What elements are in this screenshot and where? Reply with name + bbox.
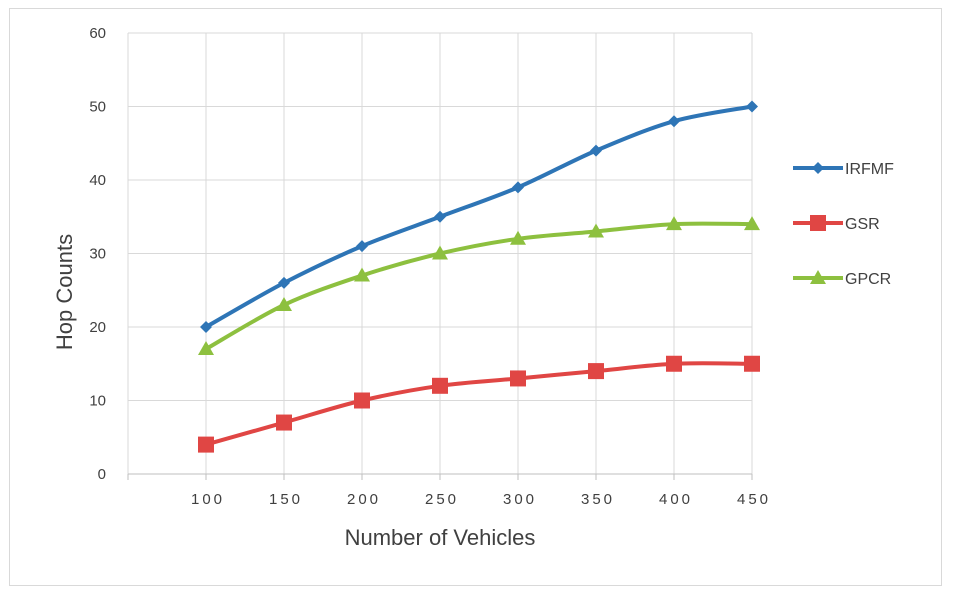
y-tick-label: 10 bbox=[89, 393, 106, 410]
legend-item-gpcr: GPCR bbox=[793, 270, 891, 288]
legend-label: IRFMF bbox=[845, 161, 894, 178]
x-tick-label: 200 bbox=[347, 491, 381, 508]
series-line-irfmf bbox=[205, 104, 753, 329]
y-axis-title: Hop Counts bbox=[52, 234, 77, 350]
legend-item-irfmf: IRFMF bbox=[793, 161, 894, 178]
data-point-irfmf bbox=[200, 321, 212, 333]
data-point-gsr bbox=[432, 377, 448, 394]
series-gpcr bbox=[198, 216, 760, 356]
series-line-gsr bbox=[205, 361, 753, 447]
data-point-gpcr bbox=[198, 341, 214, 356]
y-tick-label: 60 bbox=[89, 25, 106, 42]
axes bbox=[127, 473, 753, 480]
data-point-gpcr bbox=[666, 216, 682, 231]
x-tick-label: 150 bbox=[269, 491, 303, 508]
x-tick-label: 450 bbox=[737, 491, 771, 508]
legend-marker-gpcr bbox=[810, 270, 826, 284]
y-tick-label: 0 bbox=[98, 466, 106, 483]
y-axis-ticks: 0 10 20 30 40 50 60 bbox=[89, 25, 106, 483]
data-point-gpcr bbox=[510, 230, 526, 245]
data-point-gsr bbox=[510, 370, 526, 387]
y-tick-label: 50 bbox=[89, 99, 106, 116]
data-point-irfmf bbox=[746, 100, 758, 113]
y-tick-label: 20 bbox=[89, 319, 106, 336]
legend-marker-gsr bbox=[810, 215, 826, 231]
data-point-gpcr bbox=[432, 245, 448, 260]
data-point-gsr bbox=[666, 355, 682, 372]
x-axis-title: Number of Vehicles bbox=[345, 525, 536, 550]
data-point-gpcr bbox=[744, 216, 760, 231]
grid bbox=[127, 32, 753, 474]
data-point-gsr bbox=[198, 436, 214, 453]
data-point-irfmf bbox=[434, 210, 446, 223]
legend: IRFMF GSR GPCR bbox=[793, 161, 894, 288]
data-point-irfmf bbox=[278, 276, 290, 289]
x-tick-label: 350 bbox=[581, 491, 615, 508]
legend-label: GSR bbox=[845, 216, 880, 233]
x-tick-label: 100 bbox=[191, 491, 225, 508]
data-point-irfmf bbox=[590, 144, 602, 157]
y-tick-label: 40 bbox=[89, 172, 106, 189]
data-point-irfmf bbox=[356, 240, 368, 253]
legend-marker-irfmf bbox=[812, 162, 824, 174]
series-group bbox=[198, 100, 760, 453]
data-point-gpcr bbox=[354, 267, 370, 282]
x-tick-label: 250 bbox=[425, 491, 459, 508]
series-gsr bbox=[198, 355, 760, 453]
data-point-gsr bbox=[276, 414, 292, 431]
data-point-gpcr bbox=[588, 223, 604, 238]
y-tick-label: 30 bbox=[89, 246, 106, 263]
series-line-gpcr bbox=[205, 221, 753, 351]
x-axis-ticks: 100 150 200 250 300 350 400 450 bbox=[191, 491, 771, 508]
data-point-gsr bbox=[354, 392, 370, 409]
data-point-irfmf bbox=[512, 181, 524, 194]
legend-item-gsr: GSR bbox=[793, 215, 880, 233]
data-point-gpcr bbox=[276, 296, 292, 311]
legend-label: GPCR bbox=[845, 271, 891, 288]
chart-frame bbox=[9, 8, 942, 586]
data-point-gsr bbox=[588, 363, 604, 380]
data-point-irfmf bbox=[668, 115, 680, 128]
x-tick-label: 400 bbox=[659, 491, 693, 508]
x-tick-label: 300 bbox=[503, 491, 537, 508]
series-irfmf bbox=[200, 100, 758, 333]
data-point-gsr bbox=[744, 355, 760, 372]
